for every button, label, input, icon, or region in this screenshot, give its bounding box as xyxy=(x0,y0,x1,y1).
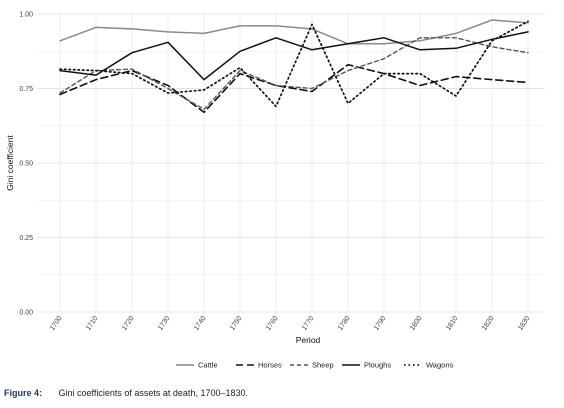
gini-line-chart: 0.00 0.25 0.50 0.75 1.00 1700 1710 1720 1730 174… xyxy=(5,12,545,370)
series-line-sheep xyxy=(59,37,529,111)
x-tick-label: 1800 xyxy=(409,315,424,332)
y-axis-label: Gini coefficient xyxy=(5,135,15,191)
x-tick-label: 1780 xyxy=(337,315,352,332)
legend: Cattle Horses Sheep Ploughs Wagons xyxy=(176,361,453,370)
grid-lines xyxy=(38,13,545,313)
legend-label-horses: Horses xyxy=(258,361,282,370)
x-tick-label: 1750 xyxy=(229,315,244,332)
figure-caption: Figure 4: Gini coefficients of assets at… xyxy=(4,388,248,398)
x-tick-label: 1830 xyxy=(517,315,532,332)
series-line-ploughs xyxy=(59,31,529,81)
x-axis-ticks: 1700 1710 1720 1730 1740 1750 1760 1770 1780 1790… xyxy=(49,315,532,332)
x-tick-label: 1730 xyxy=(157,315,172,332)
y-tick-label: 0.00 xyxy=(19,310,33,317)
y-tick-label: 0.50 xyxy=(19,161,33,168)
x-tick-label: 1770 xyxy=(301,315,316,332)
legend-label-sheep: Sheep xyxy=(312,361,334,370)
y-axis-ticks: 0.00 0.25 0.50 0.75 1.00 xyxy=(19,12,33,317)
legend-label-cattle: Cattle xyxy=(198,361,218,370)
series-line-cattle xyxy=(59,19,529,45)
legend-label-wagons: Wagons xyxy=(426,361,453,370)
x-tick-label: 1790 xyxy=(373,315,388,332)
y-tick-label: 0.25 xyxy=(19,235,33,242)
x-tick-label: 1820 xyxy=(481,315,496,332)
x-tick-label: 1720 xyxy=(121,315,136,332)
x-tick-label: 1760 xyxy=(265,315,280,332)
y-tick-label: 1.00 xyxy=(19,12,33,19)
x-axis-label: Period xyxy=(296,335,321,345)
y-tick-label: 0.75 xyxy=(19,86,33,93)
x-tick-label: 1740 xyxy=(193,315,208,332)
figure-number: Figure 4: xyxy=(4,388,43,398)
series-lines xyxy=(59,19,529,114)
x-tick-label: 1700 xyxy=(49,315,64,332)
figure-caption-text: Gini coefficients of assets at death, 17… xyxy=(58,388,248,398)
x-tick-label: 1810 xyxy=(445,315,460,332)
legend-label-ploughs: Ploughs xyxy=(364,361,391,370)
series-line-wagons xyxy=(59,20,529,108)
x-tick-label: 1710 xyxy=(85,315,100,332)
